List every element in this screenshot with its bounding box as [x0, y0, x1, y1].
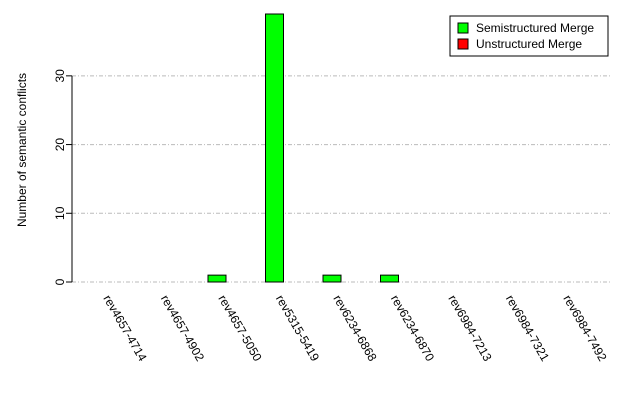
y-tick-label: 20: [53, 138, 67, 152]
legend-swatch: [457, 22, 469, 34]
x-tick-label: rev4657-5050: [215, 293, 264, 364]
legend-swatch: [457, 38, 469, 50]
x-tick-label: rev6984-7492: [560, 293, 609, 364]
legend-label: Semistructured Merge: [476, 21, 594, 35]
bar: [207, 274, 227, 283]
x-tick-label: rev6984-7321: [503, 293, 552, 364]
x-tick-label: rev5315-5419: [273, 293, 322, 364]
y-tick-label: 10: [53, 206, 67, 220]
x-tick-label: rev6984-7213: [445, 293, 494, 364]
x-tick-label: rev4657-4902: [158, 293, 207, 364]
legend-box: [449, 15, 609, 57]
y-tick-label: 30: [53, 69, 67, 83]
bar: [380, 274, 399, 283]
x-tick-label: rev6234-6868: [330, 293, 379, 364]
y-tick-label: 0: [53, 278, 67, 285]
x-tick-label: rev6234-6870: [388, 293, 437, 364]
x-tick-label: rev4657-4714: [100, 293, 149, 364]
y-axis-label: Number of semantic conflicts: [15, 73, 29, 227]
bar: [322, 274, 342, 283]
bar: [265, 13, 284, 283]
legend-label: Unstructured Merge: [476, 37, 582, 51]
